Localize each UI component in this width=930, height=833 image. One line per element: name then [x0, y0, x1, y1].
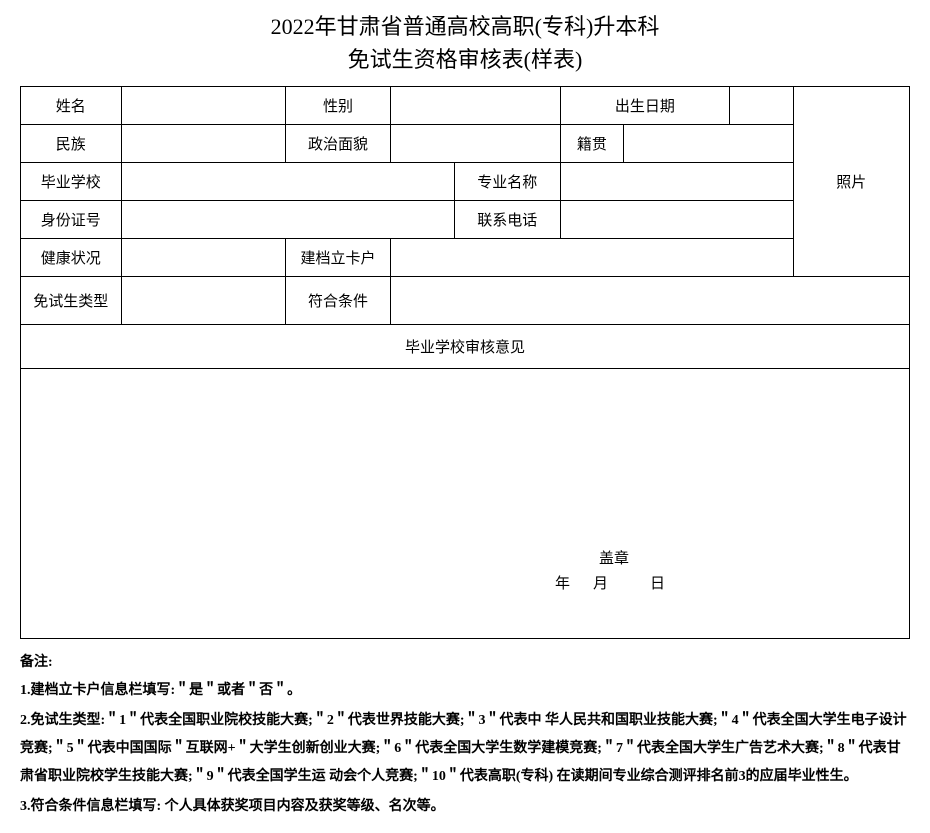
table-row: 健康状况 建档立卡户 — [21, 239, 910, 277]
notes-item3: 3.符合条件信息栏填写: 个人具体获奖项目内容及获奖等级、名次等。 — [20, 793, 910, 821]
value-gender — [391, 87, 560, 125]
title-line1: 2022年甘肃省普通高校高职(专科)升本科 — [20, 10, 910, 43]
table-row: 民族 政治面貌 籍贯 — [21, 125, 910, 163]
label-major: 专业名称 — [454, 163, 560, 201]
value-condition — [391, 277, 910, 325]
notes-section: 备注: 1.建档立卡户信息栏填写:＂是＂或者＂否＂。 2.免试生类型:＂1＂代表… — [20, 649, 910, 821]
value-poverty — [391, 239, 793, 277]
value-phone — [560, 201, 793, 239]
notes-header: 备注: — [20, 655, 53, 670]
label-exempt-type: 免试生类型 — [21, 277, 122, 325]
title-line2: 免试生资格审核表(样表) — [20, 43, 910, 76]
label-school: 毕业学校 — [21, 163, 122, 201]
value-name — [121, 87, 285, 125]
form-table: 姓名 性别 出生日期 照片 民族 政治面貌 籍贯 毕业学校 专业名称 身份证号 … — [20, 86, 910, 639]
value-idcard — [121, 201, 454, 239]
label-gender: 性别 — [285, 87, 391, 125]
label-idcard: 身份证号 — [21, 201, 122, 239]
photo-cell: 照片 — [793, 87, 910, 277]
value-health — [121, 239, 285, 277]
label-health: 健康状况 — [21, 239, 122, 277]
value-birthdate — [730, 87, 793, 125]
label-origin: 籍贯 — [560, 125, 623, 163]
label-poverty: 建档立卡户 — [285, 239, 391, 277]
value-exempt-type — [121, 277, 285, 325]
value-ethnicity — [121, 125, 285, 163]
label-condition: 符合条件 — [285, 277, 391, 325]
value-major — [560, 163, 793, 201]
opinion-body: 盖章 年 月 日 — [21, 369, 910, 639]
value-origin — [624, 125, 793, 163]
stamp-label: 盖章 — [599, 547, 629, 568]
date-label: 年 月 日 — [555, 572, 669, 593]
notes-item1: 1.建档立卡户信息栏填写:＂是＂或者＂否＂。 — [20, 677, 910, 705]
value-school — [121, 163, 454, 201]
table-row: 身份证号 联系电话 — [21, 201, 910, 239]
document-title: 2022年甘肃省普通高校高职(专科)升本科 免试生资格审核表(样表) — [20, 10, 910, 76]
label-phone: 联系电话 — [454, 201, 560, 239]
table-row: 姓名 性别 出生日期 照片 — [21, 87, 910, 125]
table-row: 盖章 年 月 日 — [21, 369, 910, 639]
label-political: 政治面貌 — [285, 125, 391, 163]
notes-item2: 2.免试生类型:＂1＂代表全国职业院校技能大赛;＂2＂代表世界技能大赛;＂3＂代… — [20, 707, 910, 791]
table-row: 毕业学校审核意见 — [21, 325, 910, 369]
table-row: 免试生类型 符合条件 — [21, 277, 910, 325]
label-name: 姓名 — [21, 87, 122, 125]
label-ethnicity: 民族 — [21, 125, 122, 163]
opinion-header: 毕业学校审核意见 — [21, 325, 910, 369]
label-birthdate: 出生日期 — [560, 87, 729, 125]
table-row: 毕业学校 专业名称 — [21, 163, 910, 201]
value-political — [391, 125, 560, 163]
